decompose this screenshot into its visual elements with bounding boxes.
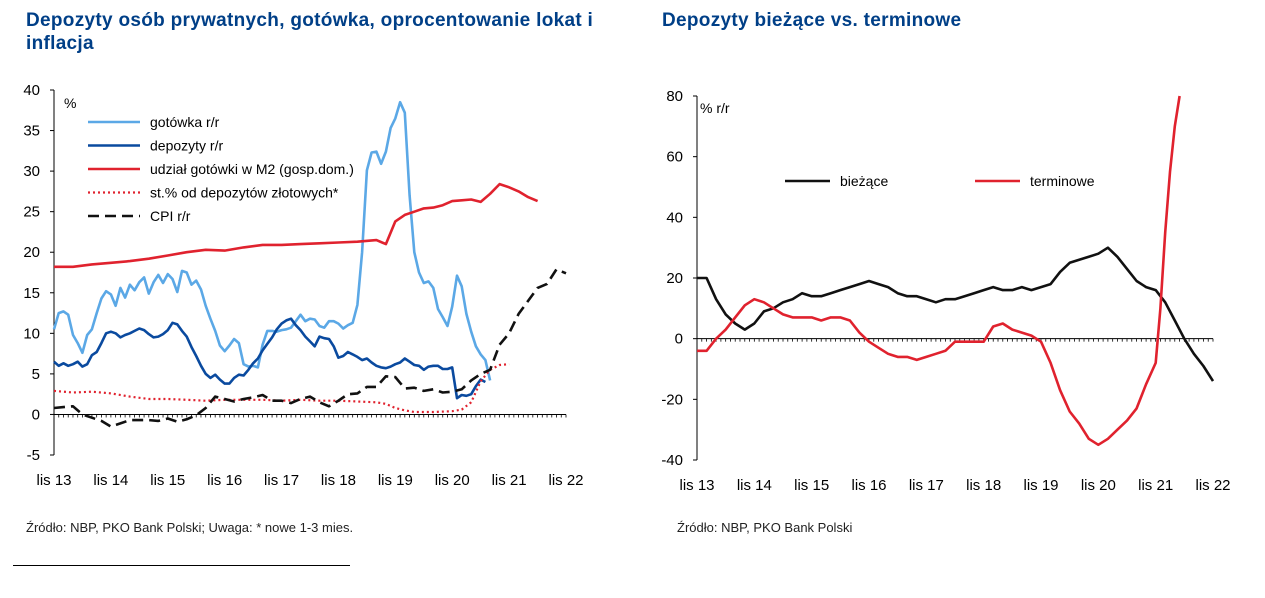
x-tick-label: lis 20 bbox=[435, 472, 470, 489]
x-tick-label: lis 19 bbox=[1023, 477, 1058, 494]
y-tick-label: 30 bbox=[23, 163, 40, 180]
legend-label-3: udział gotówki w M2 (gosp.dom.) bbox=[150, 161, 354, 177]
series-line-5 bbox=[53, 268, 567, 428]
x-tick-label: lis 18 bbox=[321, 472, 356, 489]
x-tick-label: lis 14 bbox=[737, 477, 772, 494]
x-tick-label: lis 14 bbox=[93, 472, 128, 489]
x-tick-label: lis 13 bbox=[36, 472, 71, 489]
x-tick-label: lis 17 bbox=[264, 472, 299, 489]
y-tick-label: 60 bbox=[666, 149, 683, 166]
chart-title-left: Depozyty osób prywatnych, gotówka, oproc… bbox=[26, 10, 594, 54]
series-line-4 bbox=[53, 363, 510, 414]
unit-label: % bbox=[64, 95, 76, 111]
x-tick-label: lis 13 bbox=[679, 477, 714, 494]
legend-label-2: depozyty r/r bbox=[150, 138, 223, 154]
y-tick-label: 0 bbox=[675, 331, 683, 348]
y-tick-label: 5 bbox=[32, 366, 40, 383]
chart-title-right: Depozyty bieżące vs. terminowe bbox=[662, 10, 962, 31]
legend-label-4: st.% od depozytów złotowych* bbox=[150, 185, 339, 201]
series-line-1 bbox=[697, 246, 1215, 382]
y-tick-label: 15 bbox=[23, 285, 40, 302]
y-tick-label: -40 bbox=[661, 452, 683, 469]
y-tick-label: 35 bbox=[23, 123, 40, 140]
y-tick-label: 10 bbox=[23, 325, 40, 342]
y-tick-label: 0 bbox=[32, 406, 40, 423]
legend-label-1: bieżące bbox=[840, 173, 888, 189]
x-tick-label: lis 15 bbox=[150, 472, 185, 489]
legend-label-5: CPI r/r bbox=[150, 208, 191, 224]
x-tick-label: lis 16 bbox=[851, 477, 886, 494]
x-tick-label: lis 22 bbox=[1195, 477, 1230, 494]
y-tick-label: 80 bbox=[666, 88, 683, 105]
footnote-divider bbox=[13, 565, 350, 566]
x-tick-label: lis 19 bbox=[378, 472, 413, 489]
y-tick-label: 20 bbox=[666, 270, 683, 287]
x-tick-label: lis 20 bbox=[1081, 477, 1116, 494]
series-line-3 bbox=[54, 182, 539, 269]
y-tick-label: 40 bbox=[23, 82, 40, 99]
x-tick-label: lis 17 bbox=[909, 477, 944, 494]
source-note-right: Źródło: NBP, PKO Bank Polski bbox=[677, 520, 853, 535]
x-tick-label: lis 21 bbox=[492, 472, 527, 489]
y-tick-label: -20 bbox=[661, 391, 683, 408]
source-note-left: Źródło: NBP, PKO Bank Polski; Uwaga: * n… bbox=[26, 520, 354, 535]
y-tick-label: 25 bbox=[23, 204, 40, 221]
y-tick-label: 40 bbox=[666, 209, 683, 226]
series-line-2 bbox=[53, 317, 486, 400]
legend-label-2: terminowe bbox=[1030, 173, 1095, 189]
y-tick-label: -5 bbox=[27, 447, 40, 464]
series-line-1 bbox=[52, 100, 492, 381]
x-tick-label: lis 22 bbox=[548, 472, 583, 489]
legend-label-1: gotówka r/r bbox=[150, 114, 220, 130]
y-tick-label: 20 bbox=[23, 244, 40, 261]
x-tick-label: lis 15 bbox=[794, 477, 829, 494]
x-tick-label: lis 21 bbox=[1138, 477, 1173, 494]
x-tick-label: lis 16 bbox=[207, 472, 242, 489]
x-tick-label: lis 18 bbox=[966, 477, 1001, 494]
unit-label: % r/r bbox=[700, 100, 730, 116]
series-line-2 bbox=[697, 95, 1181, 447]
